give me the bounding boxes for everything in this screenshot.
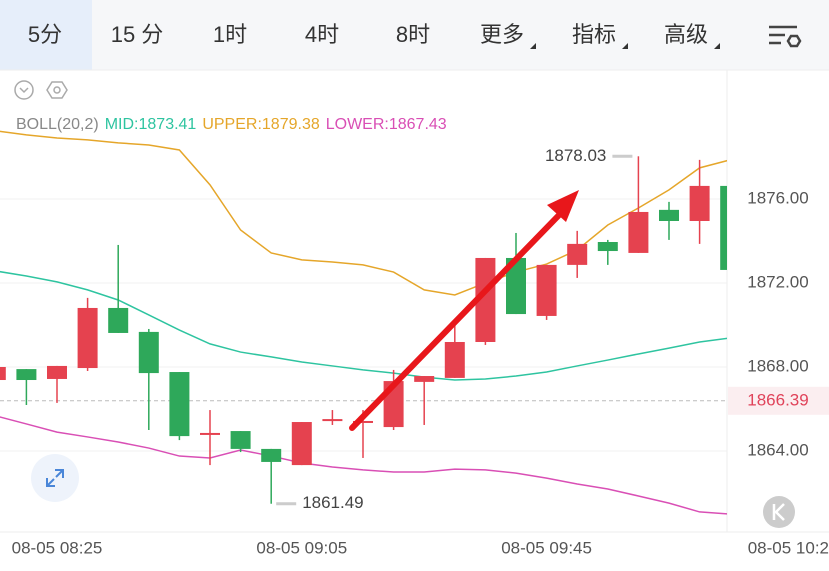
candle-body	[689, 185, 710, 221]
legend-item: BOLL(20,2)	[16, 116, 99, 133]
x-tick-label: 08-05 08:25	[12, 538, 103, 557]
indicator-line	[0, 416, 727, 515]
candle-body	[475, 257, 496, 342]
tab[interactable]: 指标	[572, 22, 616, 47]
candle-body	[230, 431, 251, 449]
last-price-tag	[728, 386, 829, 415]
tab[interactable]: 4时	[305, 22, 339, 47]
candle-body	[261, 448, 282, 462]
x-tick-label: 08-05 10:2	[748, 538, 829, 557]
tab[interactable]: 高级	[664, 22, 708, 47]
expand-button[interactable]	[31, 454, 79, 502]
candle-body	[0, 366, 6, 381]
candle-body	[200, 432, 220, 435]
legend-item: MID:1873.41	[105, 116, 197, 133]
tab-bar	[0, 0, 829, 70]
dropdown-caret	[714, 43, 720, 49]
candle-body	[506, 257, 526, 315]
trend-arrow	[349, 190, 579, 431]
settings-icon[interactable]	[769, 25, 802, 48]
candle-body	[444, 341, 465, 378]
candle-body	[659, 209, 679, 221]
plot-area	[0, 130, 727, 515]
candle-body	[720, 185, 727, 270]
candle-body	[77, 307, 98, 369]
tab[interactable]: 15 分	[111, 22, 164, 47]
candle-body	[567, 243, 588, 265]
tab[interactable]: 1时	[213, 22, 247, 47]
candle-body	[138, 331, 159, 374]
candle-body	[291, 422, 312, 466]
y-tick-label: 1864.00	[747, 441, 808, 460]
tab[interactable]: 8时	[396, 22, 430, 47]
candle-body	[322, 419, 343, 422]
kline-button[interactable]	[763, 496, 795, 528]
candle-body	[108, 307, 129, 333]
indicator-legend: BOLL(20,2) MID:1873.41 UPPER:1879.38 LOWER:…	[16, 116, 447, 133]
x-tick-label: 08-05 09:45	[501, 538, 592, 557]
dropdown-caret	[622, 43, 628, 49]
candle-body	[597, 242, 618, 252]
candle-body	[353, 420, 373, 423]
settings-gear[interactable]	[46, 81, 68, 99]
collapse-icon[interactable]	[14, 80, 34, 100]
tab-selected-bg	[0, 0, 92, 70]
low-label: 1861.49	[302, 493, 363, 512]
candle-body	[47, 365, 67, 379]
candle-body	[414, 376, 435, 382]
tab[interactable]: 更多	[480, 22, 524, 47]
legend-item: LOWER:1867.43	[326, 116, 447, 133]
tab[interactable]: 5分	[28, 22, 62, 47]
candle-body	[16, 369, 37, 381]
y-tick-label: 1872.00	[747, 272, 808, 291]
legend-item: UPPER:1879.38	[202, 116, 320, 133]
indicator-line	[0, 130, 727, 296]
dropdown-caret	[530, 43, 536, 49]
candle-body	[536, 264, 557, 316]
last-price-label: 1866.39	[747, 390, 808, 409]
high-label: 1878.03	[545, 146, 606, 165]
candle-body	[169, 372, 190, 437]
y-tick-label: 1876.00	[747, 188, 808, 207]
y-tick-label: 1868.00	[747, 356, 808, 375]
candle-body	[628, 211, 649, 253]
x-tick-label: 08-05 09:05	[256, 538, 347, 557]
